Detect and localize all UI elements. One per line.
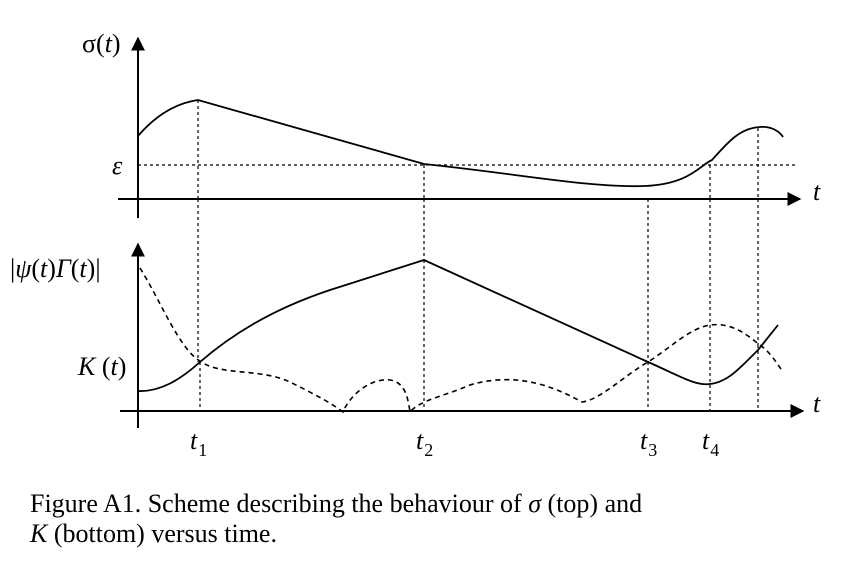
epsilon-label: ε (112, 151, 123, 180)
t1-label: t1 (190, 426, 207, 460)
caption-prefix: Figure A1. Scheme describing the behavio… (30, 489, 529, 518)
t4-label: t4 (702, 426, 719, 460)
psi-gamma-curve (139, 267, 784, 414)
diagram-svg: σ(t) ε t |ψ(t)Γ(t)| K (t) t t1 t2 t3 (10, 29, 821, 460)
top-panel: σ(t) ε t (82, 29, 821, 218)
caption-k: K (30, 519, 48, 548)
k-axis-label: K (t) (77, 352, 126, 381)
diagram-figure: σ(t) ε t |ψ(t)Γ(t)| K (t) t t1 t2 t3 (10, 29, 821, 460)
sigma-curve (137, 99, 784, 188)
psi-gamma-axis-label: |ψ(t)Γ(t)| (10, 254, 101, 283)
k-curve (137, 259, 779, 392)
t3-label: t3 (640, 426, 657, 460)
bottom-panel: |ψ(t)Γ(t)| K (t) t t1 t2 t3 t4 (10, 199, 821, 460)
top-time-axis-label: t (813, 177, 821, 206)
caption-mid: (top) and (541, 489, 643, 518)
sigma-axis-label: σ(t) (82, 29, 121, 58)
t2-label: t2 (416, 426, 433, 460)
figure-caption: Figure A1. Scheme describing the behavio… (30, 489, 850, 549)
caption-sigma: σ (528, 489, 542, 518)
caption-suffix: (bottom) versus time. (47, 519, 277, 548)
bottom-time-axis-label: t (813, 389, 821, 418)
